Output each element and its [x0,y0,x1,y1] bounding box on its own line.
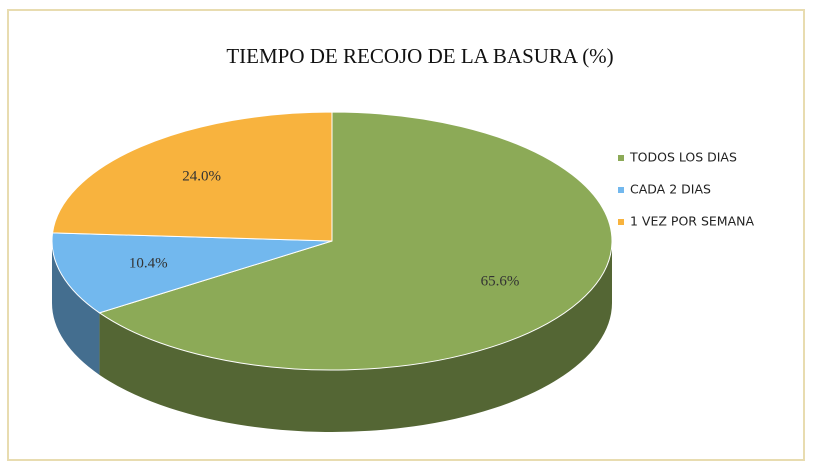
data-label: 65.6% [481,274,520,290]
legend-label: TODOS LOS DIAS [629,150,737,165]
slice-side [99,241,612,432]
legend-swatch [618,155,624,161]
slice [51,232,333,314]
legend-swatch [618,187,624,193]
legend-label: 1 VEZ POR SEMANA [630,214,754,229]
slice-side [52,241,100,375]
slice [51,111,333,242]
legend-swatch [618,219,624,225]
chart-title: TIEMPO DE RECOJO DE LA BASURA (%) [226,44,613,68]
data-label: 24.0% [182,168,221,184]
slice [98,111,613,371]
legend-label: CADA 2 DIAS [630,182,711,197]
data-label: 10.4% [129,255,168,271]
